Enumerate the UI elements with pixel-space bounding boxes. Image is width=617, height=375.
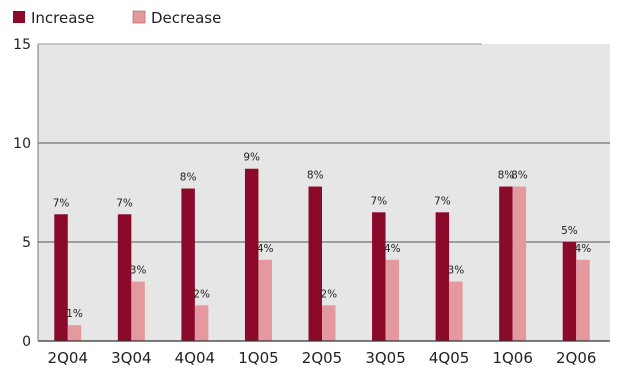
- bar-increase-2q06: [562, 242, 577, 341]
- bar-decrease-2q05: [322, 305, 336, 341]
- bar-decrease-3q05: [385, 259, 400, 341]
- x-tick-label: 4Q05: [429, 349, 469, 367]
- bar-decrease-2q04: [67, 325, 82, 341]
- y-tick-label: 10: [13, 136, 31, 152]
- bar-decrease-2q06: [576, 259, 590, 341]
- x-tick-label: 2Q04: [48, 349, 88, 367]
- data-label: 8%: [511, 170, 528, 182]
- data-label: 4%: [384, 243, 401, 255]
- bar-increase-4q05: [435, 212, 450, 341]
- bar-increase-3q05: [372, 212, 386, 341]
- data-label: 3%: [448, 265, 465, 277]
- x-tick-label: 2Q05: [302, 349, 342, 367]
- x-axis-ticks: 2Q04 3Q04 4Q04 1Q05 2Q05 3Q05 4Q05 1Q06 2Q06: [48, 349, 597, 367]
- legend-swatch-increase: [13, 11, 25, 23]
- y-tick-label: 0: [22, 334, 31, 350]
- x-tick-label: 2Q06: [556, 349, 596, 367]
- data-labels: 7%1%7%3%8%2%9%4%8%2%7%4%7%3%8%8%5%4%: [53, 152, 592, 320]
- bar-increase-4q04: [181, 188, 195, 341]
- y-tick-label: 5: [22, 235, 31, 251]
- legend-label-decrease: Decrease: [151, 9, 221, 27]
- data-label: 2%: [193, 288, 210, 300]
- data-label: 5%: [561, 225, 578, 237]
- data-label: 8%: [498, 170, 515, 182]
- bar-decrease-3q04: [131, 281, 145, 341]
- y-axis-ticks: 0 5 10 15: [13, 37, 31, 350]
- bar-increase-2q05: [308, 186, 322, 341]
- bar-decrease-1q05: [258, 259, 272, 341]
- bar-increase-3q04: [117, 214, 132, 341]
- data-label: 4%: [575, 243, 592, 255]
- bar-decrease-4q04: [194, 305, 209, 341]
- bar-decrease-1q06: [512, 186, 527, 341]
- data-label: 9%: [243, 152, 260, 164]
- x-tick-label: 1Q06: [492, 349, 532, 367]
- data-label: 7%: [370, 195, 387, 207]
- bars: [54, 168, 590, 341]
- bar-increase-1q05: [244, 168, 259, 341]
- bar-increase-1q06: [499, 186, 513, 341]
- data-label: 3%: [130, 265, 147, 277]
- data-label: 4%: [257, 243, 274, 255]
- data-label: 8%: [307, 170, 324, 182]
- bar-decrease-4q05: [449, 281, 463, 341]
- data-label: 7%: [116, 197, 133, 209]
- x-tick-label: 4Q04: [175, 349, 215, 367]
- legend-swatch-decrease: [132, 10, 146, 24]
- bar-increase-2q04: [54, 214, 68, 341]
- legend-label-increase: Increase: [31, 9, 94, 27]
- data-label: 8%: [180, 172, 197, 184]
- x-tick-label: 3Q04: [111, 349, 151, 367]
- x-tick-label: 3Q05: [365, 349, 405, 367]
- x-tick-label: 1Q05: [238, 349, 278, 367]
- y-tick-label: 15: [13, 37, 31, 53]
- data-label: 2%: [320, 288, 337, 300]
- data-label: 1%: [66, 308, 83, 320]
- legend: Increase Decrease: [13, 9, 221, 27]
- data-label: 7%: [53, 197, 70, 209]
- data-label: 7%: [434, 195, 451, 207]
